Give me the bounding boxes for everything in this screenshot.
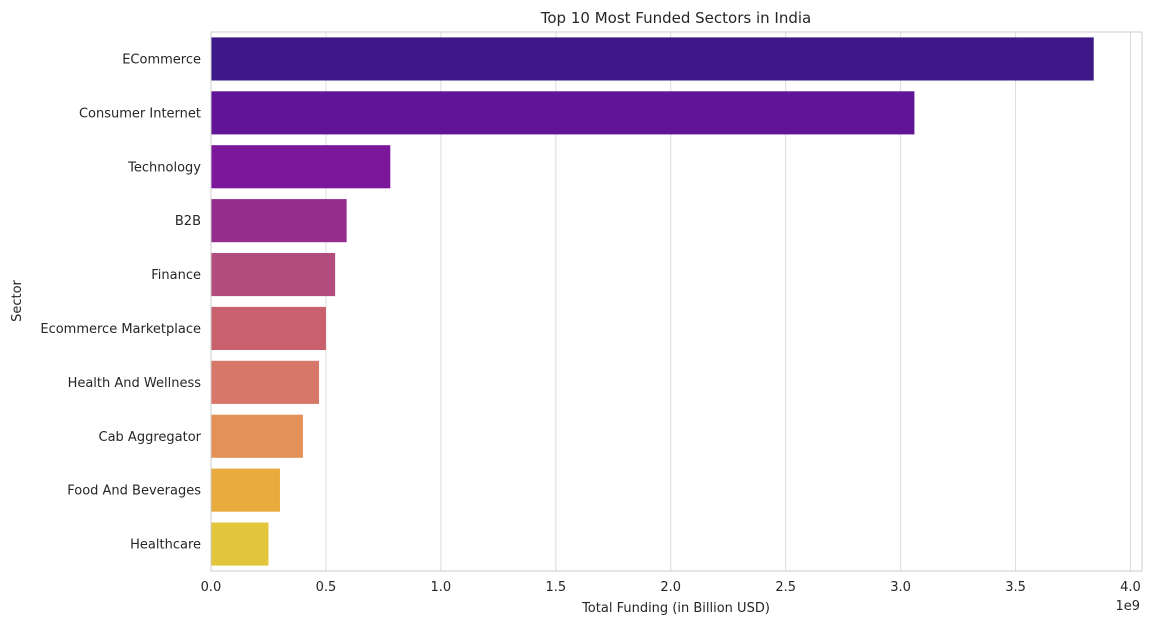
axis-offset-label: 1e9	[1115, 599, 1140, 614]
x-axis-label: Total Funding (in Billion USD)	[581, 601, 770, 616]
y-tick-label: Cab Aggregator	[99, 430, 202, 445]
x-tick-labels: 0.0 0.5 1.0 1.5 2.0 2.5 3.0 3.5 4.0	[201, 580, 1141, 595]
x-tick-label: 0.0	[201, 580, 222, 595]
x-tick-label: 1.5	[545, 580, 566, 595]
y-tick-label: Consumer Internet	[79, 106, 201, 121]
x-tick-label: 2.0	[660, 580, 681, 595]
y-tick-label: Ecommerce Marketplace	[40, 322, 201, 337]
bars	[211, 37, 1094, 566]
y-tick-label: B2B	[175, 214, 201, 229]
x-tick-label: 3.0	[890, 580, 911, 595]
x-tick-label: 2.5	[775, 580, 796, 595]
y-tick-label: ECommerce	[122, 52, 201, 67]
x-tick-label: 1.0	[431, 580, 452, 595]
bar	[211, 91, 915, 135]
x-tick-label: 4.0	[1120, 580, 1141, 595]
bar	[211, 468, 280, 512]
y-tick-label: Healthcare	[130, 538, 201, 553]
bar	[211, 414, 303, 458]
bar	[211, 145, 391, 189]
y-tick-label: Health And Wellness	[68, 376, 202, 391]
bar	[211, 522, 269, 566]
y-tick-label: Food And Beverages	[67, 484, 201, 499]
chart-title: Top 10 Most Funded Sectors in India	[540, 9, 811, 27]
bar	[211, 252, 336, 297]
bar	[211, 199, 347, 243]
bar	[211, 37, 1094, 81]
y-tick-label: Finance	[151, 268, 201, 283]
y-tick-label: Technology	[127, 160, 201, 175]
plot-frame	[210, 31, 1143, 572]
y-axis-label: Sector	[10, 279, 25, 321]
x-tick-label: 0.5	[316, 580, 337, 595]
bar	[211, 360, 320, 404]
x-tick-label: 3.5	[1005, 580, 1026, 595]
bar	[211, 306, 326, 351]
y-tick-labels: ECommerce Consumer Internet Technology B2B F…	[40, 52, 201, 552]
